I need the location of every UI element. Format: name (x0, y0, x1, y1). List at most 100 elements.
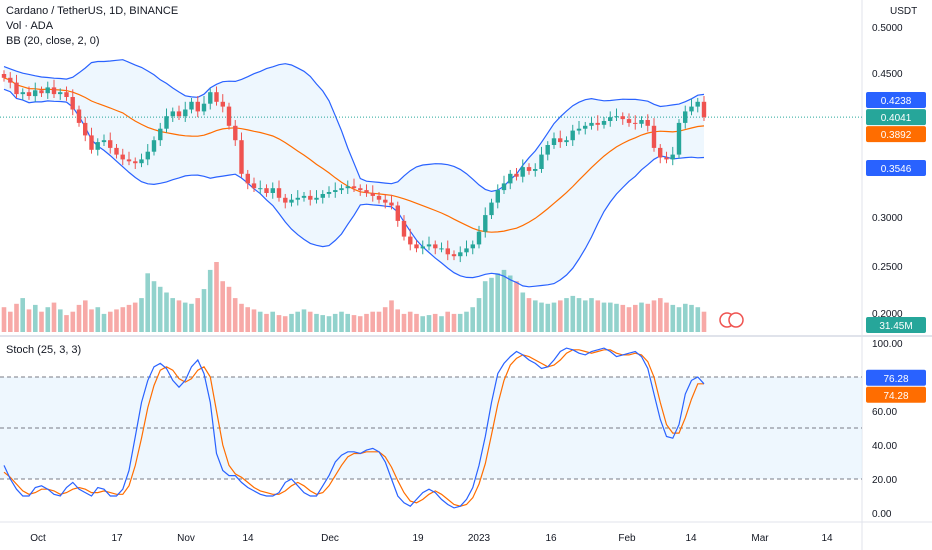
time-tick-label: 14 (821, 533, 833, 544)
candle-body (451, 254, 457, 257)
volume-bar (145, 273, 150, 332)
volume-bar (20, 298, 25, 332)
volume-bar (445, 311, 450, 332)
candle-body (633, 122, 638, 124)
volume-bar (76, 304, 82, 332)
time-tick-label: 2023 (468, 533, 491, 544)
volume-bar (389, 300, 394, 332)
candle-body (114, 147, 119, 155)
event-flag-icon (728, 312, 744, 328)
candle-body (626, 119, 632, 123)
bb-upper-line (3, 59, 705, 193)
candle-body (89, 135, 94, 150)
bb-legend[interactable]: BB (20, close, 2, 0) (6, 35, 100, 47)
candle-body (320, 194, 325, 198)
candle-body (639, 120, 644, 124)
candle-body (570, 130, 575, 141)
stoch-tick-label: 20.00 (872, 475, 897, 486)
candle-body (370, 193, 375, 196)
candle-body (676, 122, 682, 155)
time-tick-label: Oct (30, 533, 46, 544)
candle-body (426, 244, 432, 247)
volume-bar (601, 302, 607, 332)
volume-bar (276, 315, 282, 332)
volume-bar (126, 304, 132, 332)
candle-body (295, 197, 300, 200)
stoch-d-line (3, 349, 704, 507)
volume-bar (664, 302, 669, 332)
volume-bar (482, 281, 488, 332)
volume-legend[interactable]: Vol · ADA (6, 20, 54, 32)
candle-body (33, 90, 38, 97)
volume-bar (307, 311, 313, 332)
volume-bar (170, 298, 175, 332)
volume-bar (614, 303, 619, 332)
candle-body (564, 140, 569, 143)
candle-body (433, 244, 438, 249)
candle-body (58, 92, 63, 95)
candle-body (383, 199, 388, 203)
candle-body (26, 92, 32, 96)
price-tick-label: 0.3000 (872, 213, 903, 224)
time-tick-label: 14 (685, 533, 697, 544)
volume-bar (695, 307, 701, 332)
candle-body (539, 154, 544, 169)
volume-bar (676, 307, 682, 332)
stoch-d-badge: 74.28 (883, 391, 908, 402)
volume-bar (432, 313, 438, 332)
volume-bar (101, 313, 107, 332)
volume-bar (583, 300, 588, 332)
candle-body (595, 122, 600, 125)
volume-bar (257, 311, 263, 332)
candle-body (514, 173, 519, 177)
candle-body (270, 188, 275, 193)
candle-body (220, 101, 225, 107)
volume-bar (314, 313, 319, 332)
candle-body (501, 183, 507, 191)
candle-body (670, 154, 675, 160)
volume-bar (545, 303, 551, 332)
time-tick-label: Feb (618, 533, 636, 544)
volume-bar (407, 311, 413, 332)
stoch-k-badge: 76.28 (883, 374, 908, 385)
candle-body (195, 101, 200, 112)
candle-body (1, 74, 7, 78)
candle-body (689, 106, 694, 112)
candle-body (339, 188, 344, 191)
volume-bar (451, 313, 457, 332)
close-price-badge: 0.4041 (881, 113, 912, 124)
volume-bar (108, 311, 113, 332)
volume-bar (301, 309, 307, 332)
candle-body (201, 103, 207, 112)
close-price-badge-bg (866, 109, 926, 126)
stoch-legend-wrap: Stoch (25, 3, 3) (6, 343, 81, 358)
candle-body (401, 220, 407, 237)
candle-body (351, 186, 357, 189)
volume-bar (245, 307, 250, 332)
volume-bar (476, 298, 482, 332)
volume-bar (201, 289, 207, 332)
volume-bar (295, 311, 300, 332)
candle-body (95, 142, 100, 150)
stoch-tick-label: 100.00 (872, 339, 903, 350)
volume-bar (689, 304, 694, 332)
volume-bar (157, 286, 163, 332)
volume-bar (51, 302, 57, 332)
candle-body (601, 121, 607, 125)
stoch-d-badge-bg (866, 386, 926, 403)
stoch-legend[interactable]: Stoch (25, 3, 3) (6, 344, 82, 356)
candle-body (439, 248, 444, 250)
volume-bar (195, 298, 200, 332)
candle-body (258, 188, 263, 190)
symbol-title[interactable]: Cardano / TetherUS, 1D, BINANCE (6, 5, 179, 17)
volume-bar (551, 302, 557, 332)
candle-body (645, 120, 650, 126)
volume-bar (83, 300, 88, 332)
candle-body (620, 116, 625, 120)
volume-bar (332, 313, 338, 332)
volume-bar (64, 315, 69, 332)
volume-bar (507, 275, 513, 332)
volume-bar (357, 316, 363, 332)
